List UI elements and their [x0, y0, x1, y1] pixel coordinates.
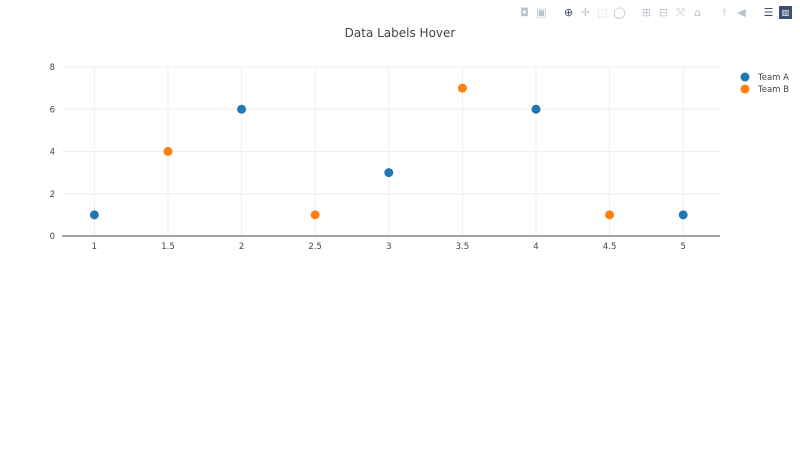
zoom-in-icon[interactable]: ⊞	[641, 6, 652, 19]
data-point-team-b[interactable]	[605, 210, 615, 220]
hover-compare-icon[interactable]: ☰	[763, 6, 774, 19]
y-tick-label: 8	[50, 63, 55, 73]
y-tick-label: 6	[50, 105, 55, 115]
data-point-team-a[interactable]	[531, 104, 541, 114]
legend-marker[interactable]	[740, 72, 750, 82]
spike-lines-icon[interactable]: ⫯	[722, 6, 727, 19]
x-tick-label: 1	[92, 242, 97, 252]
camera-icon[interactable]: ◘	[520, 6, 529, 19]
save-icon[interactable]: ▣	[536, 6, 547, 19]
data-point-team-b[interactable]	[310, 210, 320, 220]
modebar: ◘ ▣ ⊕ ✛ ⬚ ◯ ⊞ ⊟ ⤧ ⌂ ⫯ ◀ ☰ ▥	[518, 6, 792, 19]
legend-marker[interactable]	[740, 84, 750, 94]
legend-label[interactable]: Team A	[757, 73, 789, 83]
zoom-icon[interactable]: ⊕	[563, 6, 574, 19]
y-tick-label: 4	[50, 148, 55, 158]
x-tick-label: 1.5	[161, 242, 175, 252]
home-icon[interactable]: ⌂	[694, 6, 701, 19]
data-point-team-a[interactable]	[237, 104, 247, 114]
data-point-team-a[interactable]	[384, 168, 394, 178]
legend-label[interactable]: Team B	[757, 85, 789, 95]
data-point-team-a[interactable]	[678, 210, 688, 220]
data-point-team-a[interactable]	[89, 210, 99, 220]
x-tick-label: 4	[533, 242, 538, 252]
y-tick-label: 2	[50, 190, 55, 200]
autoscale-icon[interactable]: ⤧	[676, 6, 685, 19]
x-tick-label: 3.5	[456, 242, 470, 252]
data-point-team-b[interactable]	[457, 83, 467, 93]
y-tick-label: 0	[50, 232, 55, 242]
x-tick-label: 2	[239, 242, 244, 252]
legend[interactable]: Team A Team B	[740, 72, 790, 96]
x-tick-label: 4.5	[603, 242, 617, 252]
hover-closest-icon[interactable]: ◀	[737, 6, 746, 19]
x-tick-label: 5	[680, 242, 685, 252]
lasso-icon[interactable]: ◯	[613, 6, 626, 19]
box-select-icon[interactable]: ⬚	[597, 6, 608, 19]
zoom-out-icon[interactable]: ⊟	[658, 6, 669, 19]
plotly-logo-icon[interactable]: ▥	[779, 6, 792, 19]
pan-icon[interactable]: ✛	[580, 6, 591, 19]
data-point-team-b[interactable]	[163, 147, 173, 156]
x-tick-label: 3	[386, 242, 391, 252]
chart-title: Data Labels Hover	[345, 26, 456, 40]
x-tick-label: 2.5	[308, 242, 322, 252]
